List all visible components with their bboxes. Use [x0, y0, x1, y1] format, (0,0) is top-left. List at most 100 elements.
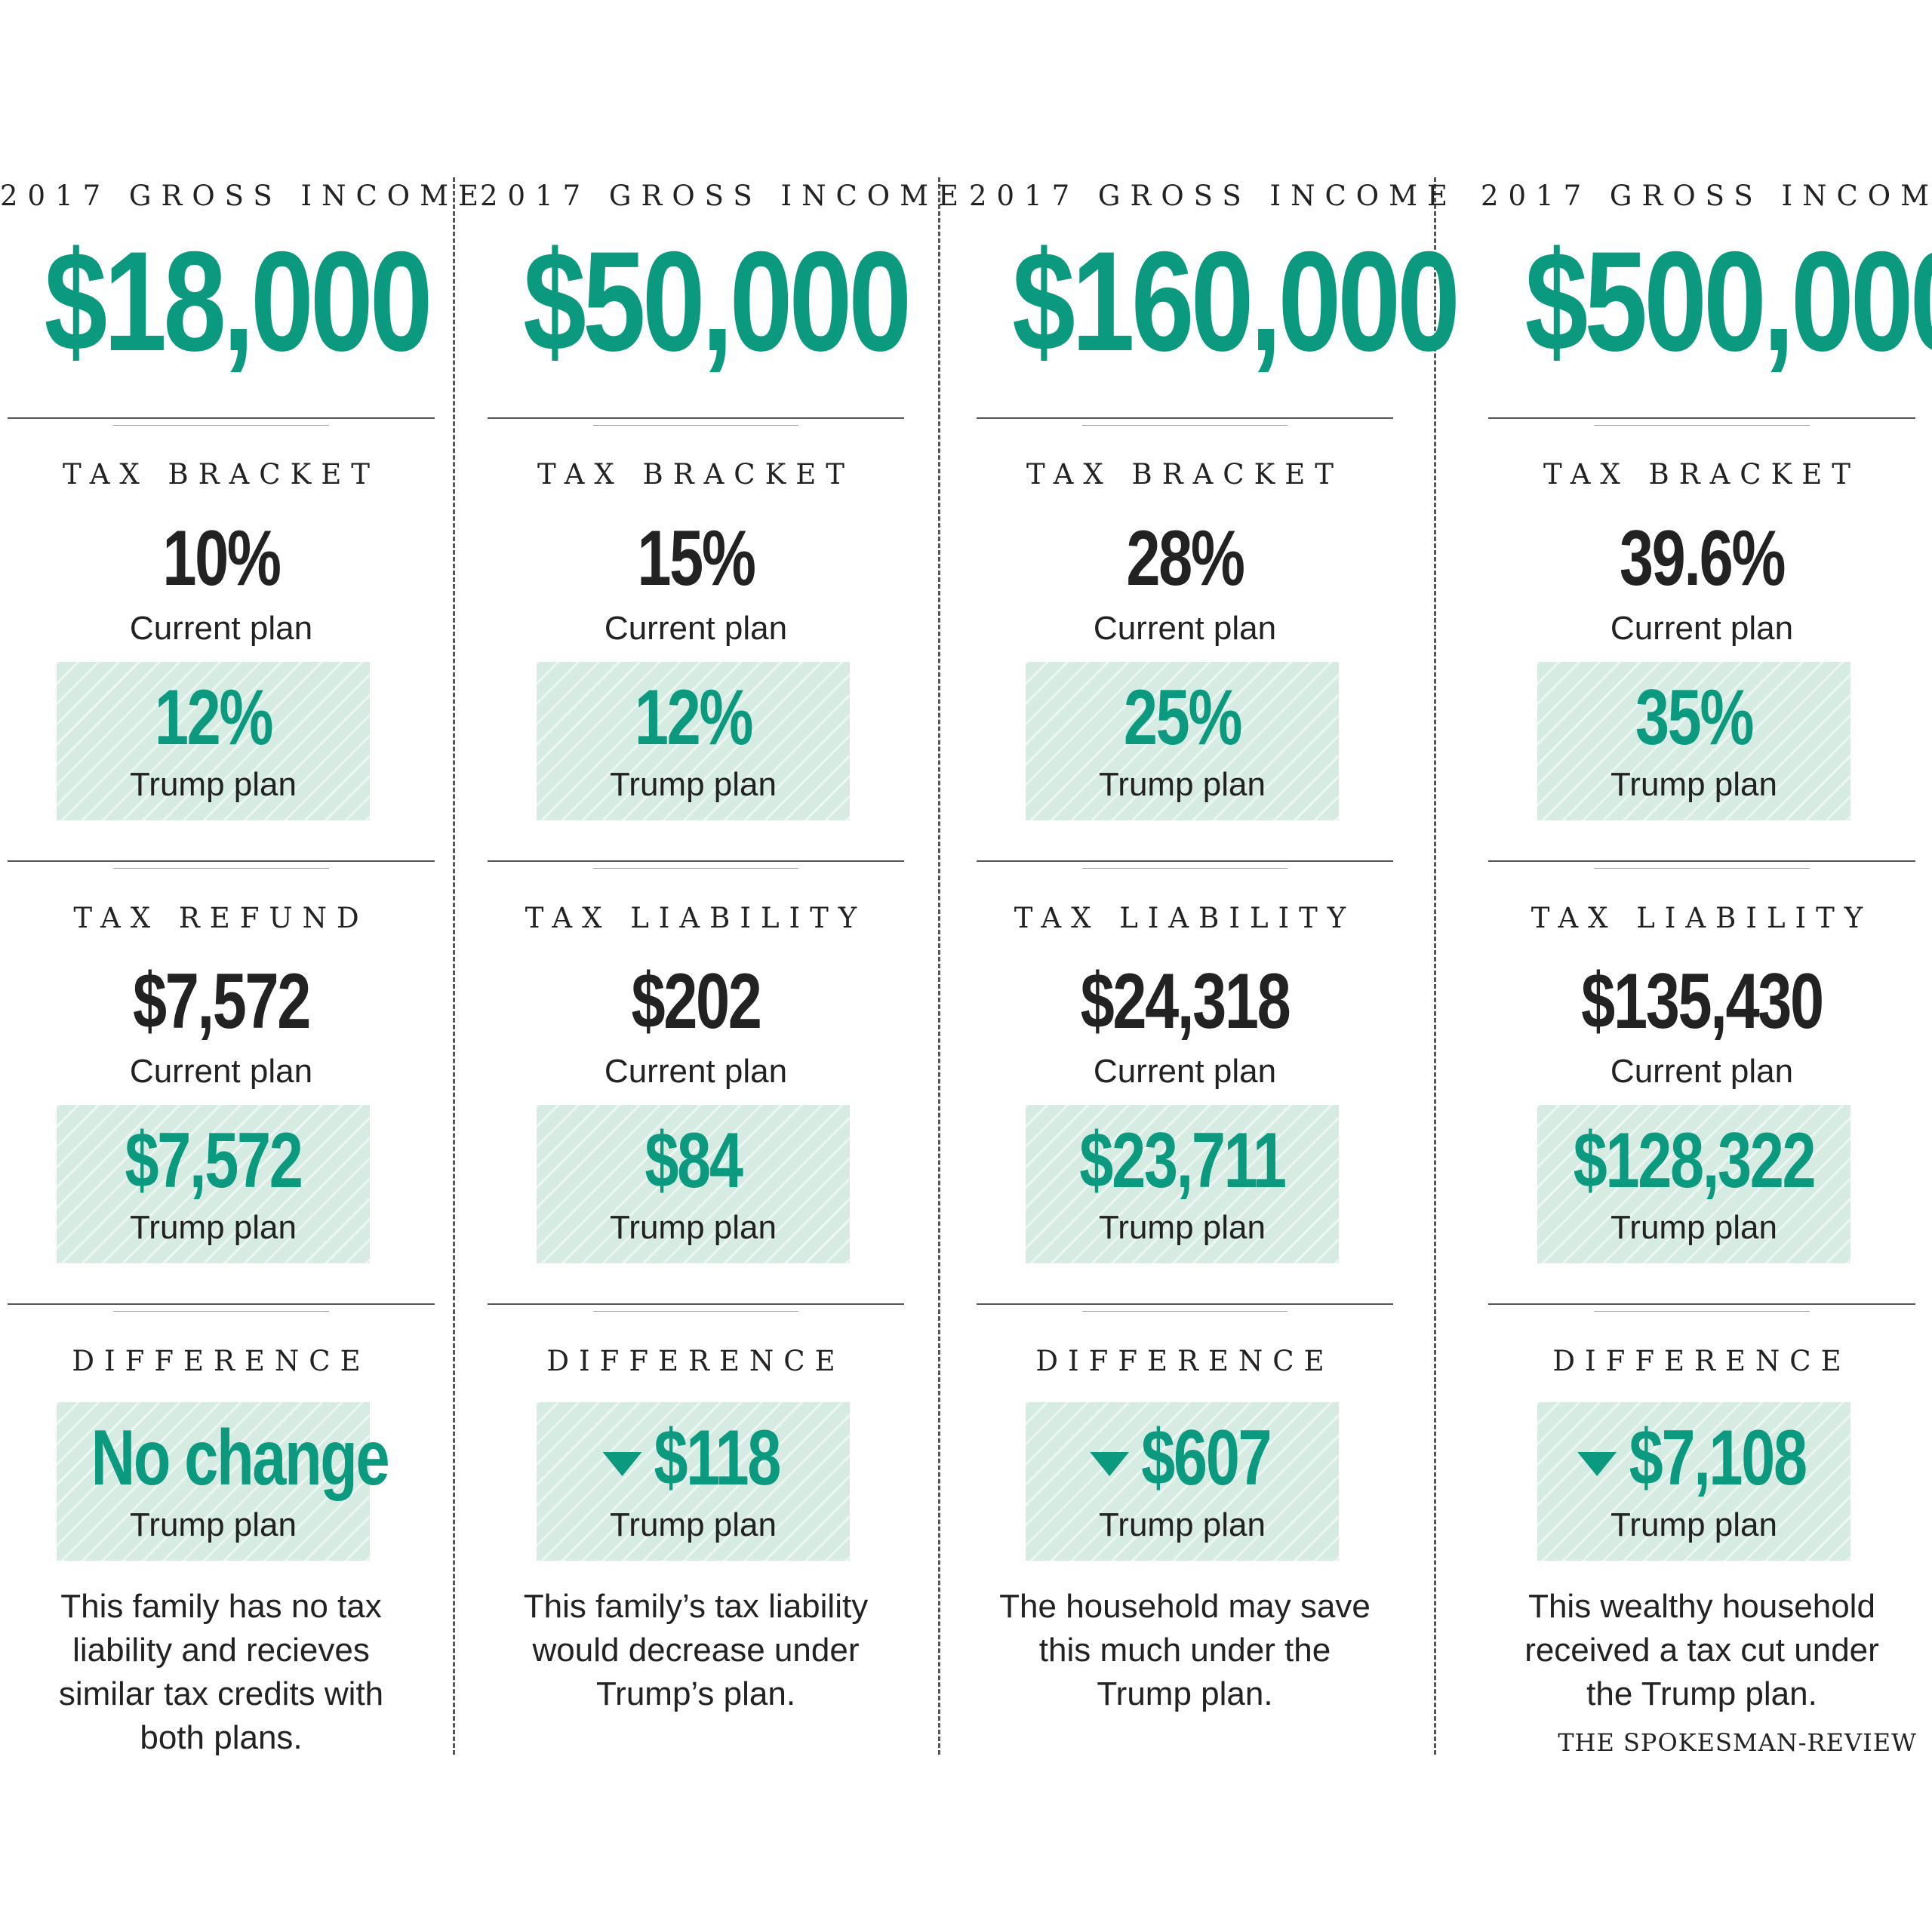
note-line: This family’s tax liability — [523, 1588, 869, 1625]
difference-box: $118 Trump plan — [537, 1402, 850, 1561]
bracket-trump-value: 25% — [1123, 674, 1243, 761]
current-plan-label: Current plan — [1093, 610, 1277, 647]
amount-current-value: $202 — [631, 958, 761, 1045]
column-note: This family’s tax liability would decreas… — [480, 1585, 912, 1716]
section-rule-thin — [1594, 1311, 1810, 1312]
trump-plan-label: Trump plan — [1099, 1506, 1266, 1543]
section-rule — [488, 1303, 904, 1305]
note-line: This wealthy household — [1528, 1588, 1875, 1625]
tax-bracket-label: TAX BRACKET — [1026, 458, 1343, 491]
column-note: This family has no tax liability and reci… — [0, 1585, 442, 1760]
column-divider — [453, 177, 455, 1755]
gross-income-label: 2017 GROSS INCOME — [480, 180, 969, 212]
amount-trump-value: $84 — [645, 1117, 743, 1204]
down-arrow-icon — [1577, 1451, 1617, 1476]
current-plan-label: Current plan — [1093, 1053, 1277, 1090]
gross-income-value: $18,000 — [44, 222, 433, 380]
note-line: This family has no tax — [60, 1588, 382, 1625]
column-note: The household may save this much under th… — [969, 1585, 1401, 1716]
tax-bracket-label: TAX BRACKET — [1543, 458, 1860, 491]
bracket-trump-value: 35% — [1635, 674, 1755, 761]
note-line: The household may save — [999, 1588, 1371, 1625]
income-column-4: 2017 GROSS INCOME $500,000 TAX BRACKET 3… — [1481, 0, 1932, 1932]
amount-current-value: $7,572 — [132, 958, 311, 1045]
trump-plan-label: Trump plan — [1611, 1209, 1777, 1246]
income-column-1: 2017 GROSS INCOME $18,000 TAX BRACKET 10… — [0, 0, 489, 1932]
down-arrow-icon — [602, 1451, 642, 1476]
trump-plan-label: Trump plan — [1611, 766, 1777, 803]
difference-label: DIFFERENCE — [1035, 1345, 1334, 1377]
trump-plan-label: Trump plan — [610, 1209, 777, 1246]
trump-plan-label: Trump plan — [1611, 1506, 1777, 1543]
difference-box: $607 Trump plan — [1026, 1402, 1339, 1561]
difference-value: No change — [91, 1419, 390, 1497]
section-rule-thin — [113, 1311, 329, 1312]
amount-label: TAX REFUND — [73, 902, 369, 934]
bracket-trump-box: 25% Trump plan — [1026, 662, 1339, 820]
gross-income-label: 2017 GROSS INCOME — [0, 180, 489, 212]
note-line: Trump plan. — [1097, 1675, 1273, 1712]
section-rule — [488, 417, 904, 419]
trump-plan-label: Trump plan — [1099, 766, 1266, 803]
section-rule — [1488, 417, 1915, 419]
section-rule-thin — [1082, 1311, 1287, 1312]
difference-box: $7,108 Trump plan — [1537, 1402, 1850, 1561]
current-plan-label: Current plan — [129, 1053, 313, 1090]
difference-amount: No change — [91, 1414, 390, 1502]
bracket-current-value: 10% — [162, 515, 281, 602]
section-rule — [1488, 860, 1915, 862]
amount-label: TAX LIABILITY — [1531, 902, 1873, 934]
bracket-trump-value: 12% — [154, 674, 274, 761]
amount-trump-box: $84 Trump plan — [537, 1105, 850, 1263]
difference-label: DIFFERENCE — [1552, 1345, 1851, 1377]
section-rule-thin — [1082, 868, 1287, 869]
section-rule-thin — [593, 1311, 798, 1312]
section-rule — [8, 860, 435, 862]
difference-value: $7,108 — [1572, 1419, 1817, 1497]
section-rule — [8, 417, 435, 419]
gross-income-value: $160,000 — [1012, 222, 1460, 380]
difference-value: $118 — [571, 1419, 816, 1497]
amount-trump-value: $23,711 — [1079, 1117, 1287, 1204]
section-rule-thin — [113, 868, 329, 869]
note-line: similar tax credits with — [58, 1675, 384, 1712]
section-rule-thin — [113, 425, 329, 426]
trump-plan-label: Trump plan — [130, 1506, 297, 1543]
gross-income-value: $500,000 — [1524, 222, 1932, 380]
difference-amount: $7,108 — [1629, 1414, 1807, 1502]
section-rule-thin — [593, 868, 798, 869]
amount-trump-box: $23,711 Trump plan — [1026, 1105, 1339, 1263]
difference-label: DIFFERENCE — [546, 1345, 845, 1377]
current-plan-label: Current plan — [129, 610, 313, 647]
amount-trump-value: $7,572 — [125, 1117, 303, 1204]
current-plan-label: Current plan — [1610, 1053, 1794, 1090]
gross-income-label: 2017 GROSS INCOME — [969, 180, 1458, 212]
trump-plan-label: Trump plan — [610, 1506, 777, 1543]
difference-box: No change Trump plan — [57, 1402, 390, 1561]
note-line: liability and recieves — [72, 1632, 370, 1669]
note-line: received a tax cut under — [1524, 1632, 1879, 1669]
note-line: this much under the — [1038, 1632, 1331, 1669]
difference-amount: $607 — [1141, 1414, 1272, 1502]
gross-income-label: 2017 GROSS INCOME — [1481, 180, 1932, 212]
column-divider — [1434, 177, 1436, 1755]
difference-label: DIFFERENCE — [72, 1345, 371, 1377]
bracket-current-value: 39.6% — [1619, 515, 1786, 602]
difference-amount: $118 — [654, 1414, 781, 1502]
trump-plan-label: Trump plan — [610, 766, 777, 803]
section-rule — [977, 860, 1393, 862]
down-arrow-icon — [1090, 1451, 1129, 1476]
gross-income-value: $50,000 — [523, 222, 912, 380]
bracket-trump-box: 12% Trump plan — [537, 662, 850, 820]
section-rule — [1488, 1303, 1915, 1305]
section-rule — [488, 860, 904, 862]
note-line: both plans. — [140, 1719, 303, 1756]
amount-trump-box: $7,572 Trump plan — [57, 1105, 370, 1263]
amount-trump-value: $128,322 — [1573, 1117, 1817, 1204]
amount-label: TAX LIABILITY — [525, 902, 867, 934]
income-column-3: 2017 GROSS INCOME $160,000 TAX BRACKET 2… — [969, 0, 1460, 1932]
bracket-current-value: 15% — [637, 515, 756, 602]
section-rule-thin — [1594, 868, 1810, 869]
trump-plan-label: Trump plan — [1099, 1209, 1266, 1246]
